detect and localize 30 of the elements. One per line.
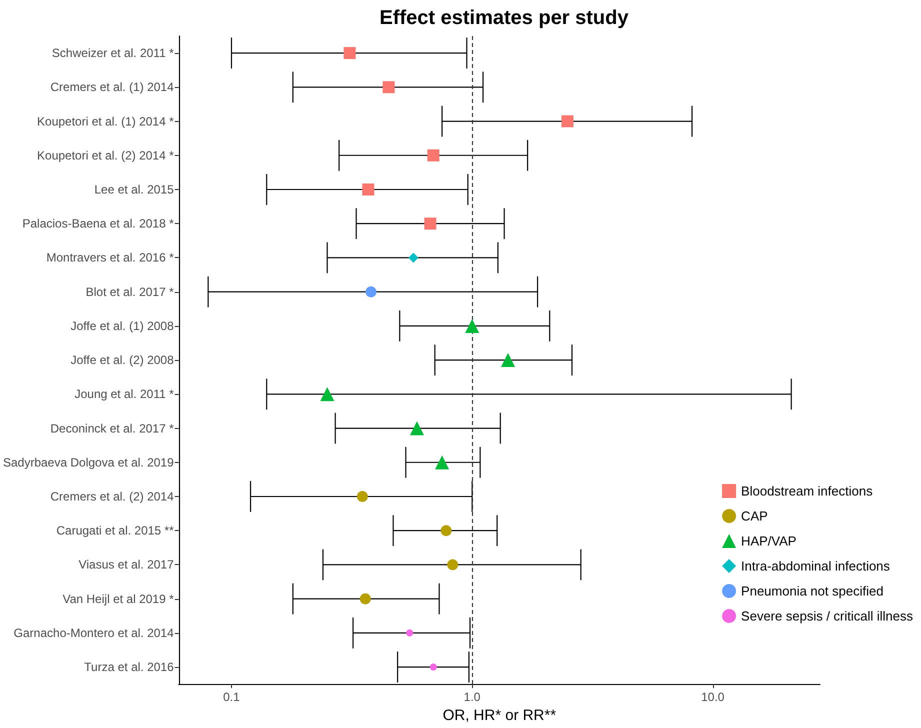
legend-label: Pneumonia not specified	[741, 584, 884, 598]
y-tick-label: Deconinck et al. 2017 *	[50, 421, 174, 436]
y-tick-label: Schweizer et al. 2011 *	[52, 46, 174, 60]
x-tick-label: 0.1	[223, 690, 240, 704]
y-tick-label: Joung et al. 2011 *	[74, 387, 174, 402]
y-tick-label: Cremers et al. (2) 2014	[50, 489, 174, 504]
legend-label: Intra-abdominal infections	[741, 558, 890, 574]
chart-title: Effect estimates per study	[380, 7, 630, 29]
y-tick-label: Blot et al. 2017 *	[86, 284, 174, 299]
y-tick-label: Lee et al. 2015	[94, 182, 174, 196]
y-tick-label: Van Heijl et al 2019 *	[62, 592, 174, 606]
y-tick-label: Turza et al. 2016	[84, 660, 174, 674]
y-tick-label: Joffe et al. (2) 2008	[70, 353, 174, 368]
legend-label: CAP	[741, 508, 768, 524]
y-tick-label: Joffe et al. (1) 2008	[70, 318, 174, 333]
y-tick-label: Sadyrbaeva Dolgova et al. 2019	[2, 455, 174, 470]
x-tick-label: 1.0	[464, 690, 481, 704]
y-tick-label: Cremers et al. (1) 2014	[50, 80, 174, 94]
y-tick-label: Montravers et al. 2016 *	[46, 250, 174, 265]
y-tick-label: Garnacho-Montero et al. 2014	[14, 626, 174, 640]
y-tick-label: Palacios-Baena et al. 2018 *	[22, 216, 174, 231]
y-tick-label: Koupetori et al. (1) 2014 *	[37, 114, 174, 128]
y-tick-label: Koupetori et al. (2) 2014 *	[37, 148, 174, 162]
legend-label: HAP/VAP	[741, 534, 796, 548]
y-tick-label: Carugati et al. 2015 **	[56, 524, 174, 538]
y-tick-label: Viasus et al. 2017	[78, 558, 174, 572]
legend-label: Severe sepsis / criticall illness	[741, 608, 914, 624]
legend-label: Bloodstream infections	[741, 484, 874, 498]
x-axis-title: OR, HR* or RR**	[442, 707, 556, 724]
x-tick-label: 10.0	[701, 690, 725, 704]
